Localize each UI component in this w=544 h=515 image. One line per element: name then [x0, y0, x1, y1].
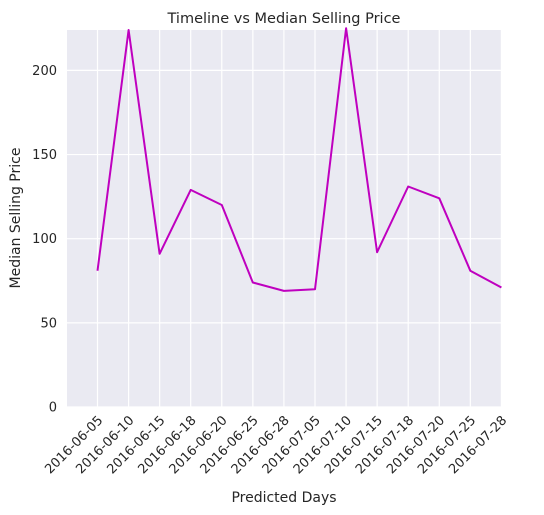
y-tick-label: 200 [32, 64, 57, 79]
grid-lines [67, 30, 503, 408]
y-tick-label: 100 [32, 232, 57, 247]
y-tick-label: 50 [40, 316, 57, 331]
y-axis-title: Median Selling Price [8, 148, 24, 289]
chart-title: Timeline vs Median Selling Price [167, 11, 401, 27]
y-tick-labels: 0 50 100 150 200 [32, 64, 57, 416]
series-lines [96, 27, 502, 292]
y-tick-label: 150 [32, 148, 57, 163]
x-axis-title: Predicted Days [231, 490, 336, 506]
y-tick-label: 0 [49, 401, 57, 416]
x-tick-labels: 2016-06-052016-06-102016-06-152016-06-18… [42, 413, 510, 477]
series-line [96, 27, 502, 292]
